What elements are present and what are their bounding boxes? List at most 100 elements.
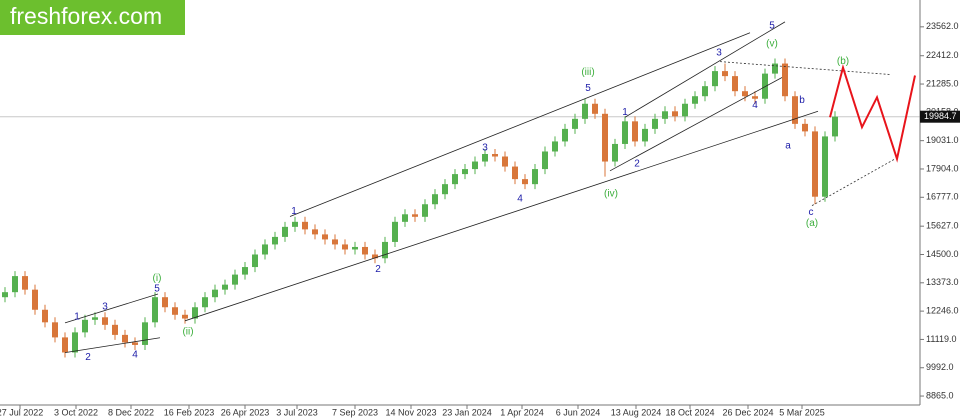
candle-body	[582, 103, 588, 119]
wave-label: 1	[291, 206, 297, 217]
trend-line	[64, 293, 159, 324]
wave-label: 1	[622, 107, 628, 118]
candle-body	[372, 254, 378, 259]
y-tick-label: 17904.0	[926, 163, 959, 173]
x-tick-label: 26 Apr 2023	[221, 407, 270, 417]
candle-body	[412, 214, 418, 217]
candle-body	[232, 274, 238, 285]
candle-body	[432, 194, 438, 205]
candle-body	[192, 307, 198, 319]
candle-body	[712, 71, 718, 87]
candle-body	[112, 324, 118, 335]
candle-body	[92, 317, 98, 320]
forecast-line	[829, 63, 916, 163]
plot-area: 1234(i)5(ii)12345(iii)(iv)12345(v)abc(a)…	[0, 20, 920, 363]
candle-body	[422, 204, 428, 217]
candle-body	[12, 276, 18, 293]
candle-body	[612, 143, 618, 162]
candle-body	[452, 174, 458, 185]
wave-label: 2	[85, 352, 91, 363]
x-tick-label: 13 Aug 2024	[611, 407, 662, 417]
candle-body	[262, 244, 268, 255]
wave-label: c	[809, 207, 814, 218]
candle-body	[532, 169, 538, 185]
candle-body	[312, 229, 318, 235]
trend-line	[624, 21, 786, 118]
candle-body	[2, 292, 8, 298]
trend-line	[609, 77, 783, 172]
wave-label: (iv)	[604, 188, 618, 199]
candle-body	[202, 297, 208, 308]
candle-body	[542, 151, 548, 170]
candle-body	[722, 71, 728, 77]
candle-body	[352, 246, 358, 250]
candle-body	[82, 319, 88, 333]
y-tick-label: 15627.0	[926, 221, 959, 231]
x-tick-label: 3 Jul 2023	[276, 407, 318, 417]
x-tick-label: 16 Feb 2023	[164, 407, 215, 417]
candle-body	[662, 111, 668, 119]
current-price-label: 19984.7	[924, 111, 957, 121]
candle-body	[502, 156, 508, 167]
candle-body	[272, 236, 278, 245]
candle-body	[132, 342, 138, 345]
candle-body	[672, 111, 678, 117]
x-tick-label: 27 Jul 2022	[0, 407, 43, 417]
candle-body	[482, 154, 488, 162]
candle-body	[362, 246, 368, 255]
wave-label: 4	[132, 349, 138, 360]
candle-body	[792, 96, 798, 124]
candle-body	[472, 161, 478, 170]
candle-body	[622, 121, 628, 144]
candle-body	[182, 314, 188, 319]
candle-body	[682, 103, 688, 117]
candle-body	[812, 131, 818, 197]
candle-body	[642, 128, 648, 142]
candle-body	[392, 221, 398, 242]
candle-body	[632, 121, 638, 142]
candle-body	[222, 284, 228, 290]
trend-line	[184, 110, 819, 322]
candle-body	[62, 337, 68, 353]
candle-body	[552, 141, 558, 152]
candle-body	[822, 136, 828, 197]
y-tick-label: 12246.0	[926, 305, 959, 315]
y-tick-label: 23562.0	[926, 21, 959, 31]
candle-body	[602, 113, 608, 162]
wave-label: 4	[517, 193, 523, 204]
y-tick-label: 19031.0	[926, 135, 959, 145]
wave-label: (i)	[153, 273, 162, 284]
candle-body	[572, 118, 578, 129]
candle-body	[292, 221, 298, 227]
candle-body	[152, 297, 158, 323]
candle-body	[752, 96, 758, 99]
candle-body	[72, 332, 78, 353]
trend-line	[64, 337, 161, 354]
wave-label: (b)	[837, 56, 849, 67]
wave-label: 5	[585, 83, 591, 94]
candle-body	[762, 73, 768, 99]
wave-label: 3	[102, 302, 108, 313]
logo-box	[0, 0, 185, 35]
candle-body	[22, 276, 28, 290]
x-tick-label: 3 Oct 2022	[54, 407, 98, 417]
candle-body	[162, 297, 168, 308]
candle-body	[242, 267, 248, 275]
wave-label: 5	[154, 284, 160, 295]
x-tick-label: 14 Nov 2023	[385, 407, 436, 417]
wave-label: b	[799, 95, 805, 106]
y-tick-label: 16777.0	[926, 192, 959, 202]
wave-label: 3	[482, 143, 488, 154]
candle-body	[652, 118, 658, 129]
wave-label: (v)	[766, 38, 778, 49]
candle-body	[52, 322, 58, 338]
candle-body	[462, 169, 468, 175]
wave-label: 2	[375, 264, 381, 275]
candle-body	[702, 86, 708, 97]
y-tick-label: 11119.0	[926, 334, 957, 344]
y-tick-label: 21285.0	[926, 78, 959, 88]
x-tick-label: 5 Mar 2025	[779, 407, 825, 417]
candle-body	[492, 154, 498, 157]
trend-line	[719, 61, 891, 75]
